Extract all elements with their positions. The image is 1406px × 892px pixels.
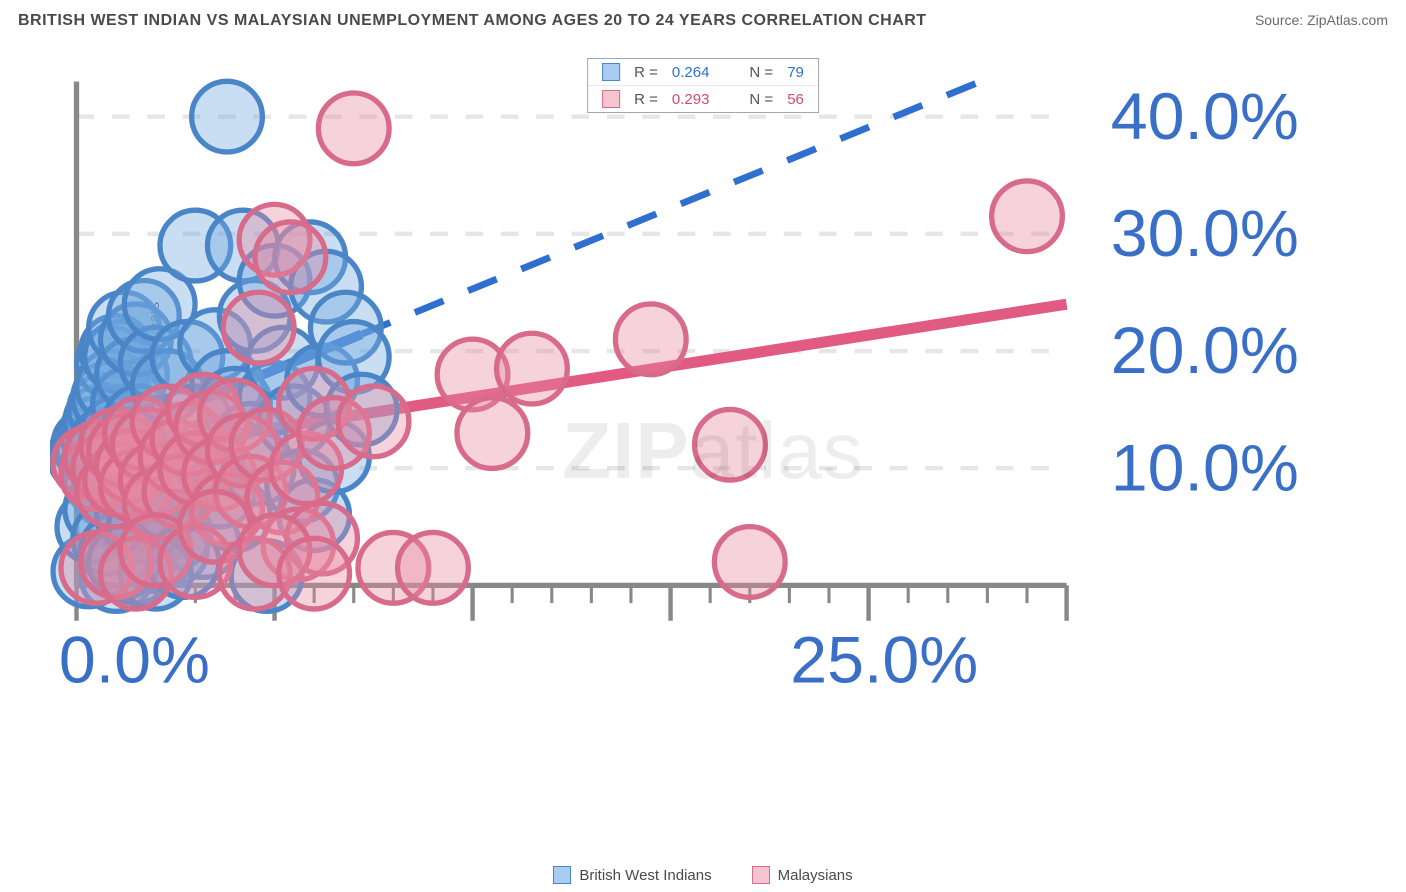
- data-point: [615, 304, 686, 375]
- x-tick-label: 25.0%: [790, 624, 978, 698]
- source-attribution: Source: ZipAtlas.com: [1255, 12, 1388, 28]
- data-point: [457, 398, 528, 469]
- data-point: [714, 527, 785, 598]
- n-label: N =: [749, 91, 773, 108]
- chart-area: 10.0%20.0%30.0%40.0%0.0%25.0% ZIPatlas: [50, 55, 1376, 847]
- r-label: R =: [634, 91, 658, 108]
- x-tick-label: 0.0%: [59, 624, 210, 698]
- legend-item: British West Indians: [553, 866, 711, 884]
- data-point: [695, 409, 766, 480]
- legend-swatch-icon: [602, 63, 620, 81]
- y-tick-label: 40.0%: [1111, 80, 1299, 154]
- correlation-row: R = 0.264 N = 79: [588, 59, 818, 85]
- legend-swatch-icon: [602, 90, 620, 108]
- y-tick-label: 10.0%: [1111, 431, 1299, 505]
- data-point: [279, 538, 350, 609]
- y-tick-label: 20.0%: [1111, 314, 1299, 388]
- series-legend: British West Indians Malaysians: [0, 866, 1406, 884]
- legend-label: Malaysians: [778, 867, 853, 884]
- data-point: [192, 81, 263, 152]
- legend-label: British West Indians: [579, 867, 711, 884]
- source-prefix: Source:: [1255, 12, 1307, 28]
- title-bar: BRITISH WEST INDIAN VS MALAYSIAN UNEMPLO…: [0, 0, 1406, 38]
- legend-swatch-icon: [752, 866, 770, 884]
- n-value: 56: [787, 91, 804, 108]
- legend-swatch-icon: [553, 866, 571, 884]
- correlation-row: R = 0.293 N = 56: [588, 85, 818, 112]
- r-value: 0.264: [672, 64, 710, 81]
- scatter-plot: 10.0% 20.0% 30.0% 40.0% 0.0% 25.0%: [50, 55, 1376, 718]
- data-point: [497, 333, 568, 404]
- n-value: 79: [787, 64, 804, 81]
- correlation-legend: R = 0.264 N = 79 R = 0.293 N = 56: [587, 58, 819, 113]
- data-point: [223, 292, 294, 363]
- r-value: 0.293: [672, 91, 710, 108]
- legend-item: Malaysians: [752, 866, 853, 884]
- n-label: N =: [749, 64, 773, 81]
- y-tick-label: 30.0%: [1111, 197, 1299, 271]
- data-point: [255, 222, 326, 293]
- data-point: [398, 532, 469, 603]
- data-point: [338, 386, 409, 457]
- chart-title: BRITISH WEST INDIAN VS MALAYSIAN UNEMPLO…: [18, 12, 927, 30]
- data-point: [318, 93, 389, 164]
- data-point: [992, 181, 1063, 252]
- r-label: R =: [634, 64, 658, 81]
- source-link[interactable]: ZipAtlas.com: [1307, 12, 1388, 28]
